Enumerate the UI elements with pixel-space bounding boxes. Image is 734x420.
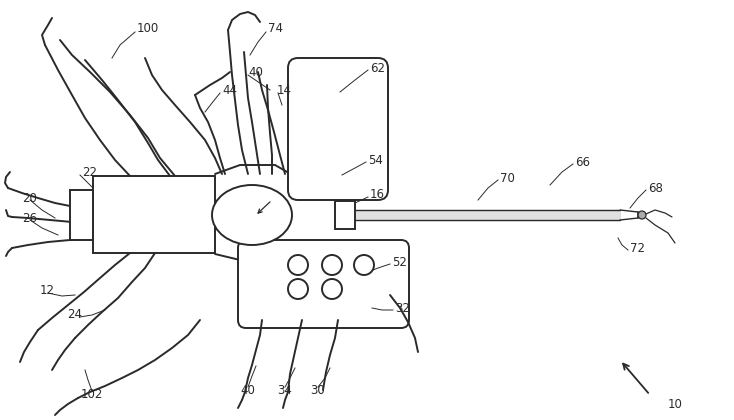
Text: 54: 54 [368,153,383,166]
Text: 74: 74 [268,21,283,34]
Circle shape [288,255,308,275]
Text: 10: 10 [668,399,683,412]
Text: 70: 70 [500,171,515,184]
Text: 30: 30 [310,383,325,396]
Text: 14: 14 [277,84,292,97]
FancyBboxPatch shape [238,240,409,328]
Text: 32: 32 [395,302,410,315]
FancyBboxPatch shape [288,58,388,200]
Ellipse shape [212,185,292,245]
Text: 44: 44 [222,84,237,97]
Bar [93,176,215,253]
Text: 40: 40 [248,66,263,79]
Text: 68: 68 [648,181,663,194]
Circle shape [354,255,374,275]
Text: 40: 40 [241,383,255,396]
Text: 52: 52 [392,255,407,268]
Text: 24: 24 [68,309,82,321]
Text: 26: 26 [22,212,37,225]
Circle shape [322,279,342,299]
Bar [335,201,355,229]
Text: 12: 12 [40,284,55,297]
Text: 72: 72 [630,241,645,255]
Text: 62: 62 [370,61,385,74]
Text: 16: 16 [370,189,385,202]
Text: 34: 34 [277,383,292,396]
Bar [70,190,93,240]
Polygon shape [215,165,350,262]
Text: 102: 102 [81,388,103,402]
Circle shape [322,255,342,275]
Text: 22: 22 [82,165,97,178]
Circle shape [288,279,308,299]
Circle shape [638,211,646,219]
Text: 20: 20 [22,192,37,205]
Text: 66: 66 [575,155,590,168]
Text: 100: 100 [137,21,159,34]
